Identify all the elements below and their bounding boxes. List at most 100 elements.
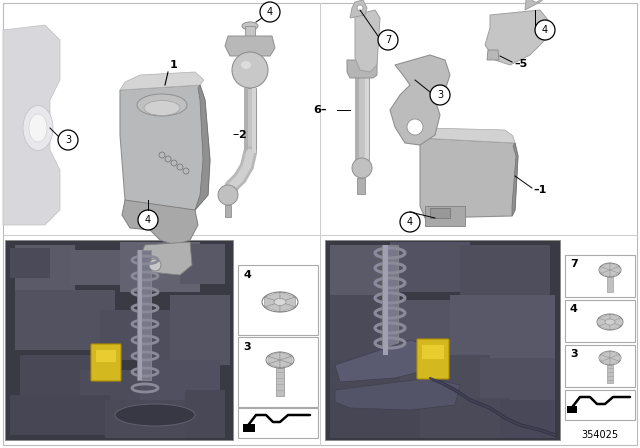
FancyBboxPatch shape <box>80 370 150 415</box>
FancyBboxPatch shape <box>422 345 444 359</box>
Ellipse shape <box>605 319 615 325</box>
FancyBboxPatch shape <box>120 242 200 292</box>
Text: 7: 7 <box>385 35 391 45</box>
FancyBboxPatch shape <box>567 406 577 413</box>
Ellipse shape <box>144 100 180 116</box>
Polygon shape <box>268 360 280 368</box>
Text: 4: 4 <box>267 7 273 17</box>
Text: 1: 1 <box>170 60 178 70</box>
FancyBboxPatch shape <box>138 250 142 380</box>
Circle shape <box>532 0 540 2</box>
FancyBboxPatch shape <box>607 365 613 383</box>
Polygon shape <box>350 0 367 18</box>
Text: 4: 4 <box>570 304 578 314</box>
Text: –5: –5 <box>514 59 527 69</box>
Polygon shape <box>600 354 610 362</box>
Polygon shape <box>280 356 292 364</box>
FancyBboxPatch shape <box>390 242 470 292</box>
Ellipse shape <box>274 298 286 306</box>
FancyBboxPatch shape <box>238 337 318 407</box>
Polygon shape <box>347 60 377 78</box>
Ellipse shape <box>137 94 187 116</box>
Ellipse shape <box>23 105 53 151</box>
Text: 4: 4 <box>542 25 548 35</box>
FancyBboxPatch shape <box>244 88 256 153</box>
FancyBboxPatch shape <box>185 390 225 438</box>
FancyBboxPatch shape <box>170 295 230 365</box>
FancyBboxPatch shape <box>565 255 635 297</box>
FancyBboxPatch shape <box>355 60 369 160</box>
Polygon shape <box>264 302 280 312</box>
Circle shape <box>138 210 158 230</box>
FancyBboxPatch shape <box>3 3 637 445</box>
FancyBboxPatch shape <box>565 300 635 342</box>
FancyBboxPatch shape <box>140 360 220 415</box>
FancyBboxPatch shape <box>430 208 450 218</box>
Polygon shape <box>610 351 620 358</box>
FancyBboxPatch shape <box>565 390 635 420</box>
Polygon shape <box>599 322 610 330</box>
FancyBboxPatch shape <box>420 398 510 438</box>
Circle shape <box>378 30 398 50</box>
FancyBboxPatch shape <box>480 358 555 408</box>
Circle shape <box>407 119 423 135</box>
Polygon shape <box>268 352 280 360</box>
Polygon shape <box>610 270 620 277</box>
FancyBboxPatch shape <box>10 395 110 435</box>
Text: 4: 4 <box>145 215 151 225</box>
FancyBboxPatch shape <box>70 250 120 285</box>
Polygon shape <box>610 263 620 270</box>
Polygon shape <box>120 85 210 215</box>
FancyBboxPatch shape <box>276 368 284 396</box>
Polygon shape <box>420 138 518 218</box>
FancyBboxPatch shape <box>417 339 449 379</box>
Polygon shape <box>600 351 610 358</box>
Polygon shape <box>280 302 296 312</box>
Polygon shape <box>120 72 204 90</box>
FancyBboxPatch shape <box>365 60 369 160</box>
FancyBboxPatch shape <box>460 245 550 305</box>
FancyBboxPatch shape <box>450 295 555 365</box>
FancyBboxPatch shape <box>330 245 400 300</box>
Polygon shape <box>610 358 620 365</box>
Polygon shape <box>600 267 610 273</box>
Ellipse shape <box>29 114 47 142</box>
Polygon shape <box>225 36 275 56</box>
Text: 6–: 6– <box>314 105 327 115</box>
FancyBboxPatch shape <box>382 245 398 355</box>
FancyBboxPatch shape <box>252 88 256 153</box>
FancyBboxPatch shape <box>330 360 410 405</box>
Polygon shape <box>610 354 620 362</box>
Text: 4: 4 <box>407 217 413 227</box>
Polygon shape <box>280 360 292 368</box>
Polygon shape <box>610 267 620 273</box>
FancyBboxPatch shape <box>355 60 359 160</box>
Polygon shape <box>138 242 192 275</box>
Polygon shape <box>512 143 518 216</box>
FancyBboxPatch shape <box>225 205 231 217</box>
FancyBboxPatch shape <box>325 240 560 440</box>
Polygon shape <box>3 25 60 225</box>
Polygon shape <box>610 318 621 326</box>
Polygon shape <box>390 55 450 145</box>
FancyBboxPatch shape <box>238 265 318 335</box>
Polygon shape <box>280 297 296 307</box>
Ellipse shape <box>242 22 258 30</box>
FancyBboxPatch shape <box>357 178 365 194</box>
Circle shape <box>232 52 268 88</box>
Polygon shape <box>600 270 610 277</box>
FancyBboxPatch shape <box>15 290 115 350</box>
FancyBboxPatch shape <box>244 88 248 153</box>
Ellipse shape <box>115 404 195 426</box>
FancyBboxPatch shape <box>383 245 388 355</box>
Polygon shape <box>335 378 460 410</box>
Ellipse shape <box>241 61 251 69</box>
Polygon shape <box>600 263 610 270</box>
Polygon shape <box>195 85 210 210</box>
FancyBboxPatch shape <box>425 206 465 226</box>
Text: –1: –1 <box>533 185 547 195</box>
FancyBboxPatch shape <box>330 295 390 365</box>
FancyBboxPatch shape <box>100 310 180 360</box>
Text: –: – <box>232 129 238 142</box>
Polygon shape <box>268 356 280 364</box>
